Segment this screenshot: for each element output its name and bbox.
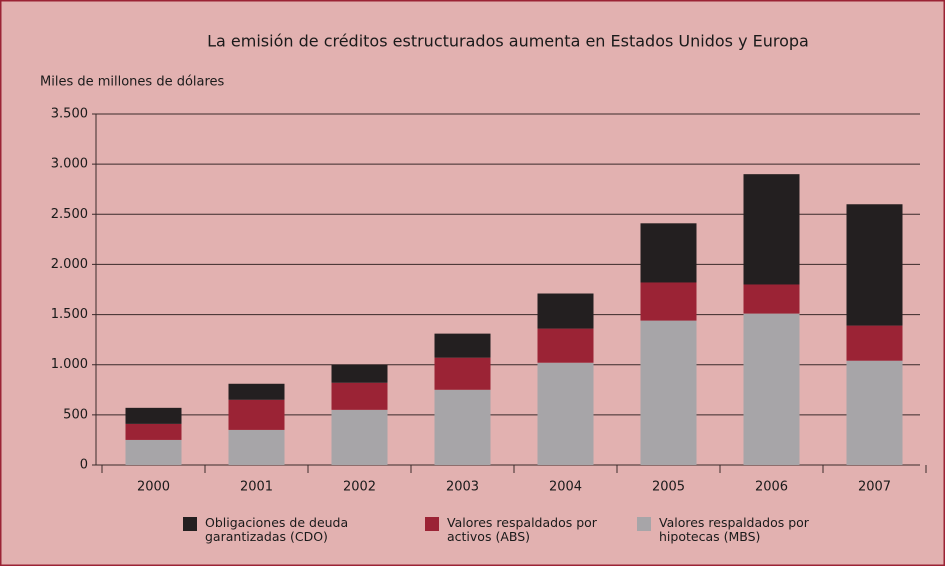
y-tick-label: 0 bbox=[80, 458, 88, 473]
y-tick-label: 3.000 bbox=[51, 157, 88, 172]
x-tick-label: 2006 bbox=[755, 480, 788, 495]
legend-swatch bbox=[183, 517, 197, 531]
bar-segment bbox=[537, 293, 594, 329]
bar-segment bbox=[434, 357, 491, 390]
x-tick-label: 2002 bbox=[343, 480, 376, 495]
y-axis-label: Miles de millones de dólares bbox=[40, 75, 225, 90]
bar-segment bbox=[846, 325, 903, 361]
bar-segment bbox=[228, 383, 285, 400]
bar-segment bbox=[331, 409, 388, 465]
y-tick-label: 500 bbox=[63, 407, 88, 422]
bar-segment bbox=[125, 423, 182, 440]
y-tick-label: 1.500 bbox=[51, 307, 88, 322]
legend-label: Valores respaldados por hipotecas (MBS) bbox=[659, 515, 809, 544]
bar-segment bbox=[743, 174, 800, 285]
bar-segment bbox=[846, 360, 903, 465]
x-tick-label: 2003 bbox=[446, 480, 479, 495]
bar-segment bbox=[846, 204, 903, 326]
legend-label: Obligaciones de deuda garantizadas (CDO) bbox=[205, 515, 349, 544]
bar-segment bbox=[640, 282, 697, 321]
bar-segment bbox=[537, 328, 594, 363]
bar-segment bbox=[434, 389, 491, 465]
bar-segment bbox=[743, 284, 800, 314]
bar-segment bbox=[331, 364, 388, 383]
bar-segment bbox=[228, 399, 285, 430]
bar-segment bbox=[125, 439, 182, 465]
legend-swatch bbox=[425, 517, 439, 531]
bar-segment bbox=[434, 333, 491, 358]
x-tick-label: 2007 bbox=[858, 480, 891, 495]
chart-title: La emisión de créditos estructurados aum… bbox=[207, 32, 809, 51]
bar-segment bbox=[331, 382, 388, 410]
bar-segment bbox=[640, 320, 697, 465]
x-tick-label: 2004 bbox=[549, 480, 582, 495]
legend-label: Valores respaldados por activos (ABS) bbox=[447, 515, 597, 544]
y-tick-label: 1.000 bbox=[51, 357, 88, 372]
x-tick-label: 2001 bbox=[240, 480, 273, 495]
x-tick-label: 2005 bbox=[652, 480, 685, 495]
y-tick-label: 2.500 bbox=[51, 207, 88, 222]
bar-segment bbox=[125, 407, 182, 424]
x-tick-label: 2000 bbox=[137, 480, 170, 495]
legend-swatch bbox=[637, 517, 651, 531]
y-tick-label: 3.500 bbox=[51, 107, 88, 122]
bar-segment bbox=[640, 223, 697, 283]
bar-segment bbox=[228, 429, 285, 465]
y-tick-label: 2.000 bbox=[51, 257, 88, 272]
bar-segment bbox=[537, 362, 594, 465]
bar-segment bbox=[743, 313, 800, 465]
